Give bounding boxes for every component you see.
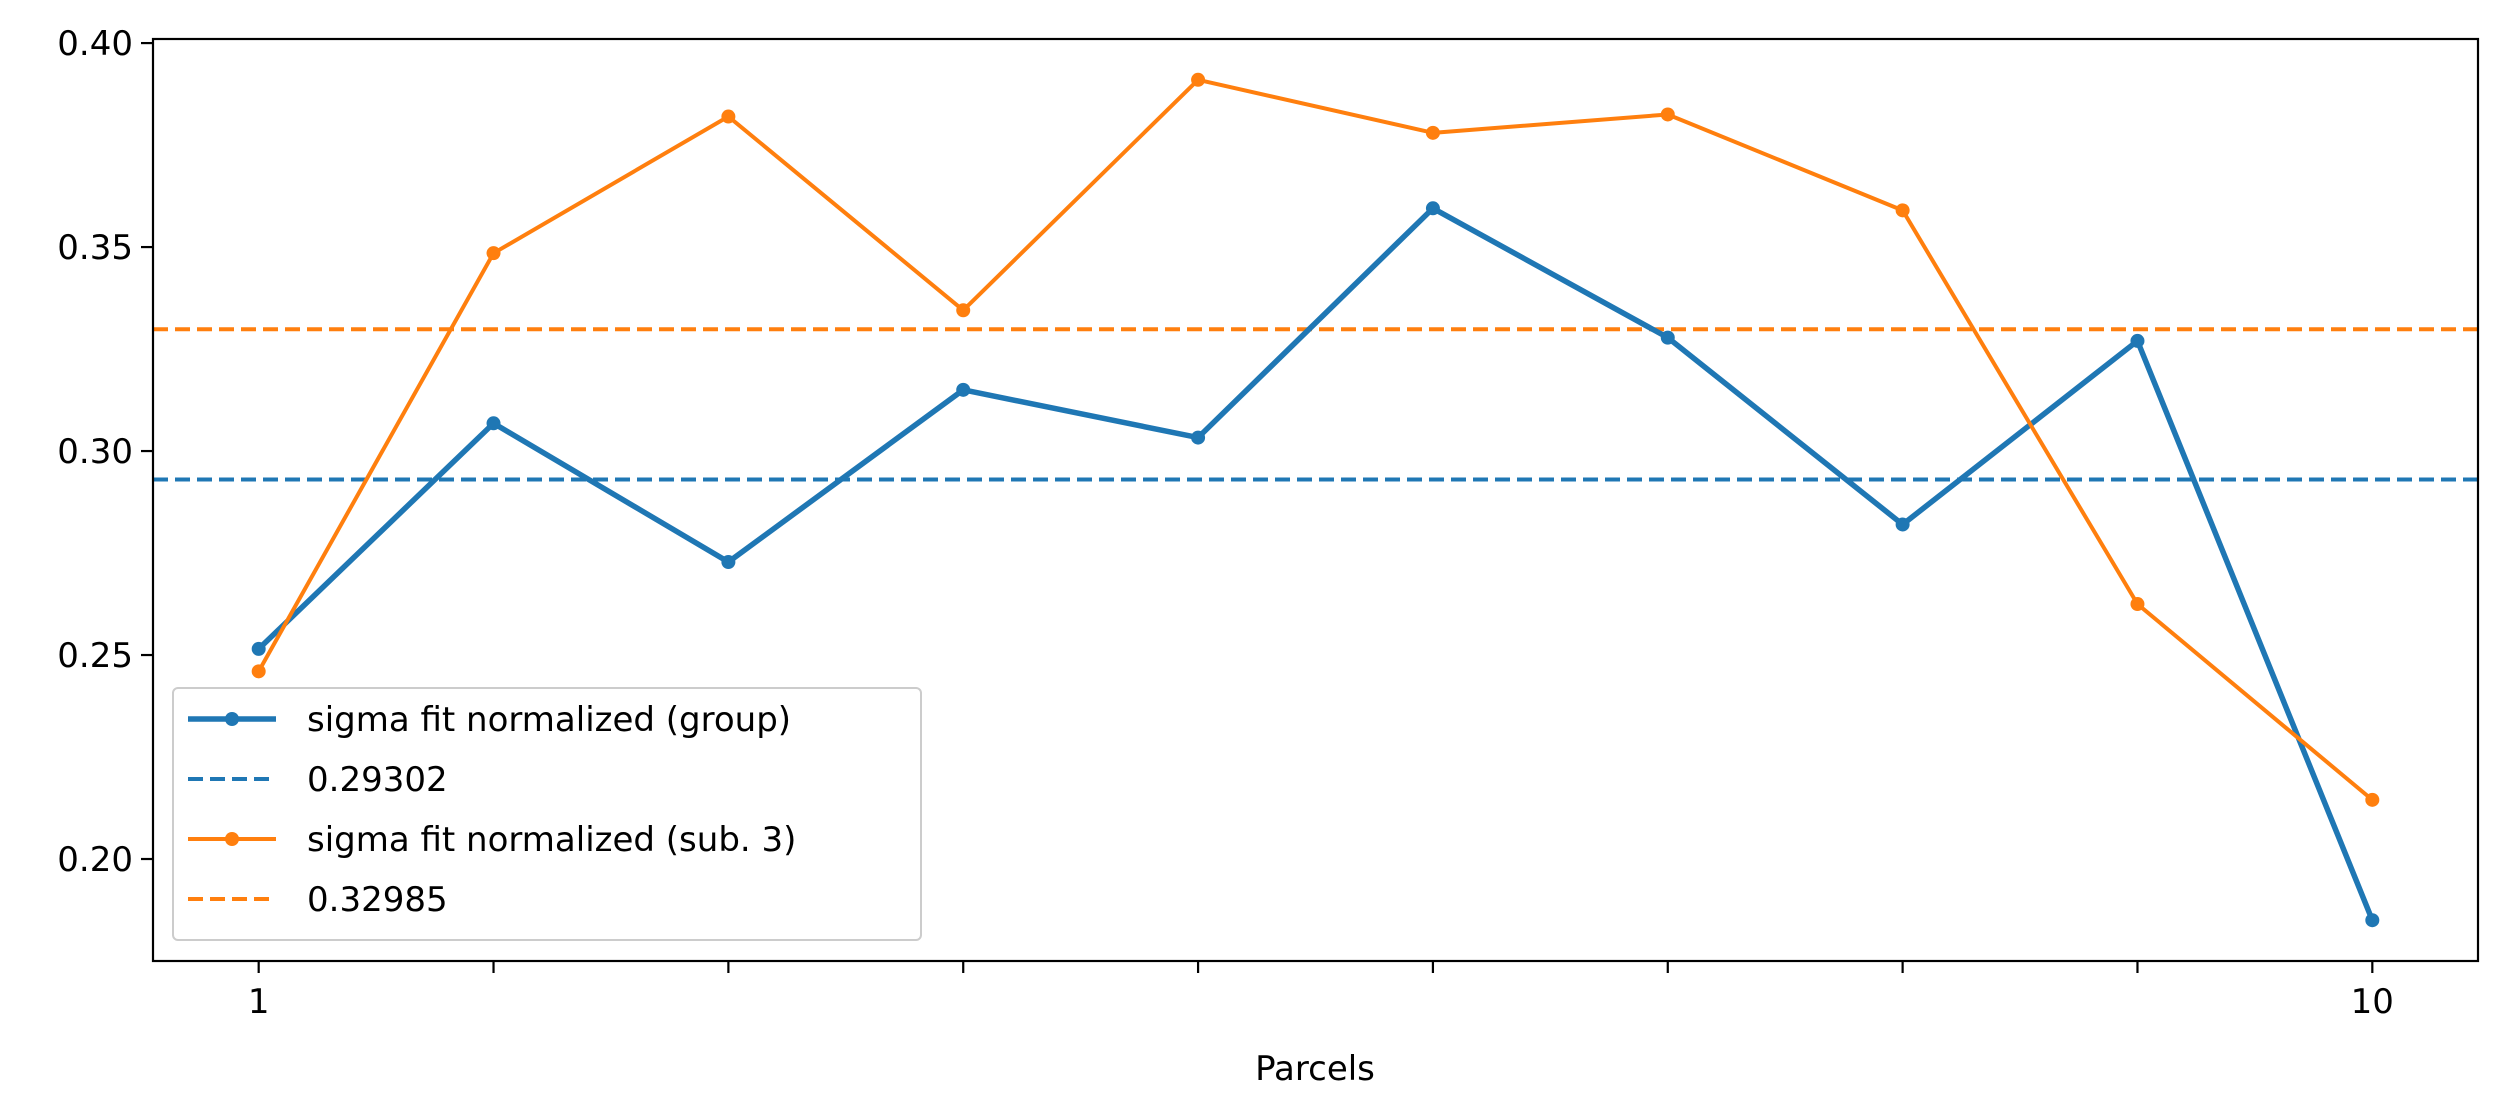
plot-content xyxy=(153,72,2478,928)
series-1-point xyxy=(1895,517,1910,532)
legend-label: 0.29302 xyxy=(307,760,448,800)
legend: sigma fit normalized (group) 0.29302 sigma… xyxy=(172,687,922,941)
legend-box xyxy=(172,687,922,941)
series-2-point xyxy=(1425,125,1440,140)
series-1-point xyxy=(2365,913,2380,928)
series-1-point xyxy=(2130,333,2145,348)
series-line-1 xyxy=(256,205,2375,922)
series-2-point xyxy=(1191,72,1206,87)
y-tick-label: 0.25 xyxy=(57,636,133,676)
series-1-point xyxy=(486,416,501,431)
series-1-point xyxy=(1425,201,1440,216)
series-2-point xyxy=(251,664,266,679)
series-1-point xyxy=(1191,430,1206,445)
x-tick-label: 1 xyxy=(248,982,270,1022)
series-1-point xyxy=(721,555,736,570)
series-1-point xyxy=(956,382,971,397)
series-2-point xyxy=(2130,597,2145,612)
y-tick-label: 0.20 xyxy=(57,840,133,880)
series-2-point xyxy=(1895,203,1910,218)
series-2-point xyxy=(1660,107,1675,122)
series-2-point xyxy=(486,246,501,261)
legend-swatch-marker xyxy=(225,832,239,846)
series-2-point xyxy=(956,303,971,318)
axis-ticks: 1 10 0.20 0.25 0.30 0.35 0.40 xyxy=(57,24,2394,1022)
series-2-point xyxy=(2365,792,2380,807)
plot-frame xyxy=(151,37,2480,963)
series-1-point xyxy=(251,641,266,656)
y-tick-label: 0.35 xyxy=(57,228,133,268)
series-2-point xyxy=(721,109,736,124)
legend-label: sigma fit normalized (group) xyxy=(307,700,791,740)
legend-swatch-marker xyxy=(225,712,239,726)
series-line-2 xyxy=(256,77,2374,802)
legend-label: sigma fit normalized (sub. 3) xyxy=(307,820,796,860)
legend-label: 0.32985 xyxy=(307,880,448,920)
x-tick-label: 10 xyxy=(2351,982,2394,1022)
y-tick-label: 0.30 xyxy=(57,432,133,472)
x-axis-title: Parcels xyxy=(1255,1049,1375,1089)
series-1-point xyxy=(1660,330,1675,345)
y-tick-label: 0.40 xyxy=(57,24,133,64)
